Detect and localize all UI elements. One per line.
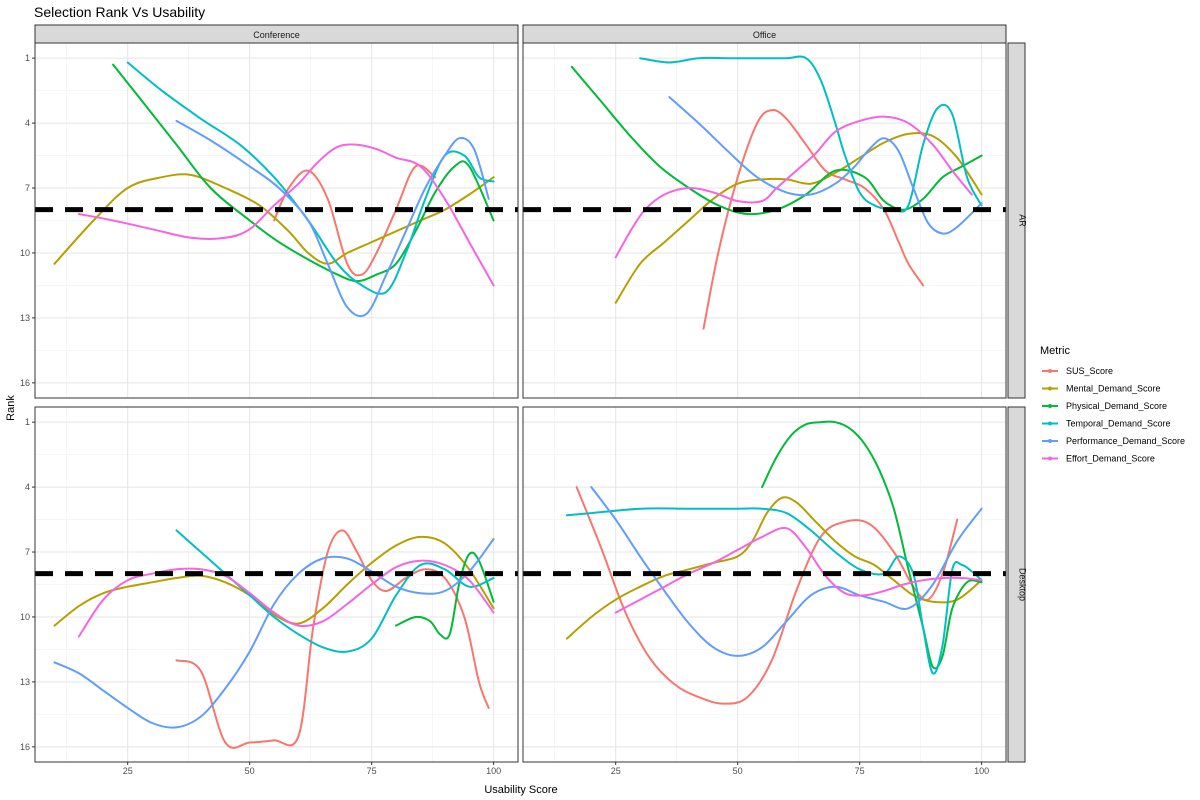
facet-strip-office: Office bbox=[522, 24, 1007, 44]
legend-item-temporal-demand-score: Temporal_Demand_Score bbox=[1042, 419, 1171, 429]
y-tick-label: 13 bbox=[20, 313, 30, 323]
y-tick-label: 1 bbox=[25, 417, 30, 427]
series-line-physical-demand-score bbox=[761, 420, 983, 670]
y-tick-label: 7 bbox=[25, 183, 30, 193]
y-tick-label: 10 bbox=[20, 248, 30, 258]
x-tick-label: 75 bbox=[855, 766, 865, 776]
series-line-mental-demand-score bbox=[53, 173, 495, 265]
panel-lines bbox=[565, 420, 983, 705]
y-axis-title: Rank bbox=[5, 395, 17, 421]
legend-item-physical-demand-score: Physical_Demand_Score bbox=[1042, 401, 1167, 411]
x-tick-label: 25 bbox=[611, 766, 621, 776]
x-tick-label: 75 bbox=[367, 766, 377, 776]
y-tick-label: 7 bbox=[25, 547, 30, 557]
panel-grid bbox=[523, 43, 1006, 398]
panel-office-ar bbox=[522, 42, 1007, 399]
series-line-performance-demand-score bbox=[175, 119, 490, 318]
panel-conference-desktop: 25 50 75 100 1 4 7 10 13 16 bbox=[20, 406, 519, 776]
series-line-sus-score bbox=[175, 529, 490, 749]
series-line-mental-demand-score bbox=[53, 535, 495, 627]
facet-strip-label: Desktop bbox=[1018, 568, 1028, 601]
y-tick-label: 4 bbox=[25, 482, 30, 492]
x-axis-title: Usability Score bbox=[484, 784, 557, 796]
x-tick-label: 50 bbox=[733, 766, 743, 776]
series-line-mental-demand-score bbox=[565, 496, 983, 640]
x-tick-label: 100 bbox=[486, 766, 501, 776]
panel-grid bbox=[35, 43, 518, 398]
y-tick-label: 1 bbox=[25, 53, 30, 63]
legend-label: SUS_Score bbox=[1066, 366, 1113, 376]
legend-item-effort-demand-score: Effort_Demand_Score bbox=[1042, 454, 1155, 464]
panel-lines bbox=[570, 55, 983, 330]
facet-strip-desktop: Desktop bbox=[1007, 406, 1028, 763]
panel-border bbox=[34, 42, 519, 399]
facet-strip-ar: AR bbox=[1007, 42, 1028, 399]
facet-strip-label: Conference bbox=[253, 30, 300, 40]
legend-title: Metric bbox=[1040, 345, 1070, 357]
y-tick-label: 16 bbox=[20, 378, 30, 388]
series-line-effort-demand-score bbox=[614, 115, 973, 259]
legend-item-sus-score: SUS_Score bbox=[1042, 366, 1113, 376]
series-line-performance-demand-score bbox=[590, 486, 983, 657]
facet-strip-label: Office bbox=[753, 30, 776, 40]
y-tick-label: 10 bbox=[20, 612, 30, 622]
x-tick-label: 25 bbox=[123, 766, 133, 776]
legend-label: Effort_Demand_Score bbox=[1066, 454, 1155, 464]
legend-label: Temporal_Demand_Score bbox=[1066, 419, 1171, 429]
series-line-temporal-demand-score bbox=[126, 61, 495, 295]
legend-item-mental-demand-score: Mental_Demand_Score bbox=[1042, 384, 1161, 394]
panel-conference-ar: 1 4 7 10 13 16 bbox=[20, 42, 519, 399]
chart-title: Selection Rank Vs Usability bbox=[34, 4, 205, 20]
series-line-physical-demand-score bbox=[395, 551, 495, 640]
series-line-physical-demand-score bbox=[112, 63, 495, 283]
panel-lines bbox=[53, 61, 495, 318]
legend-label: Mental_Demand_Score bbox=[1066, 384, 1161, 394]
panel-office-desktop: 25 50 75 100 bbox=[522, 406, 1007, 776]
legend-label: Physical_Demand_Score bbox=[1066, 401, 1167, 411]
facet-strip-label: AR bbox=[1018, 214, 1028, 227]
panel-border bbox=[34, 406, 519, 763]
legend-item-performance-demand-score: Performance_Demand_Score bbox=[1042, 436, 1185, 446]
panel-grid bbox=[35, 407, 518, 762]
series-line-temporal-demand-score bbox=[639, 55, 983, 213]
series-line-sus-score bbox=[273, 164, 437, 277]
x-tick-label: 50 bbox=[245, 766, 255, 776]
facet-strip-conference: Conference bbox=[34, 24, 519, 44]
y-tick-label: 16 bbox=[20, 742, 30, 752]
y-tick-label: 4 bbox=[25, 118, 30, 128]
y-tick-label: 13 bbox=[20, 677, 30, 687]
series-line-effort-demand-score bbox=[77, 143, 495, 287]
series-line-performance-demand-score bbox=[53, 538, 495, 729]
legend: Metric SUS_Score Mental_Demand_Score Physi… bbox=[1040, 345, 1185, 464]
panel-border bbox=[522, 42, 1007, 399]
legend-label: Performance_Demand_Score bbox=[1066, 436, 1185, 446]
series-line-performance-demand-score bbox=[668, 96, 983, 235]
panel-border bbox=[522, 406, 1007, 763]
x-tick-label: 100 bbox=[974, 766, 989, 776]
series-line-effort-demand-score bbox=[77, 559, 495, 638]
